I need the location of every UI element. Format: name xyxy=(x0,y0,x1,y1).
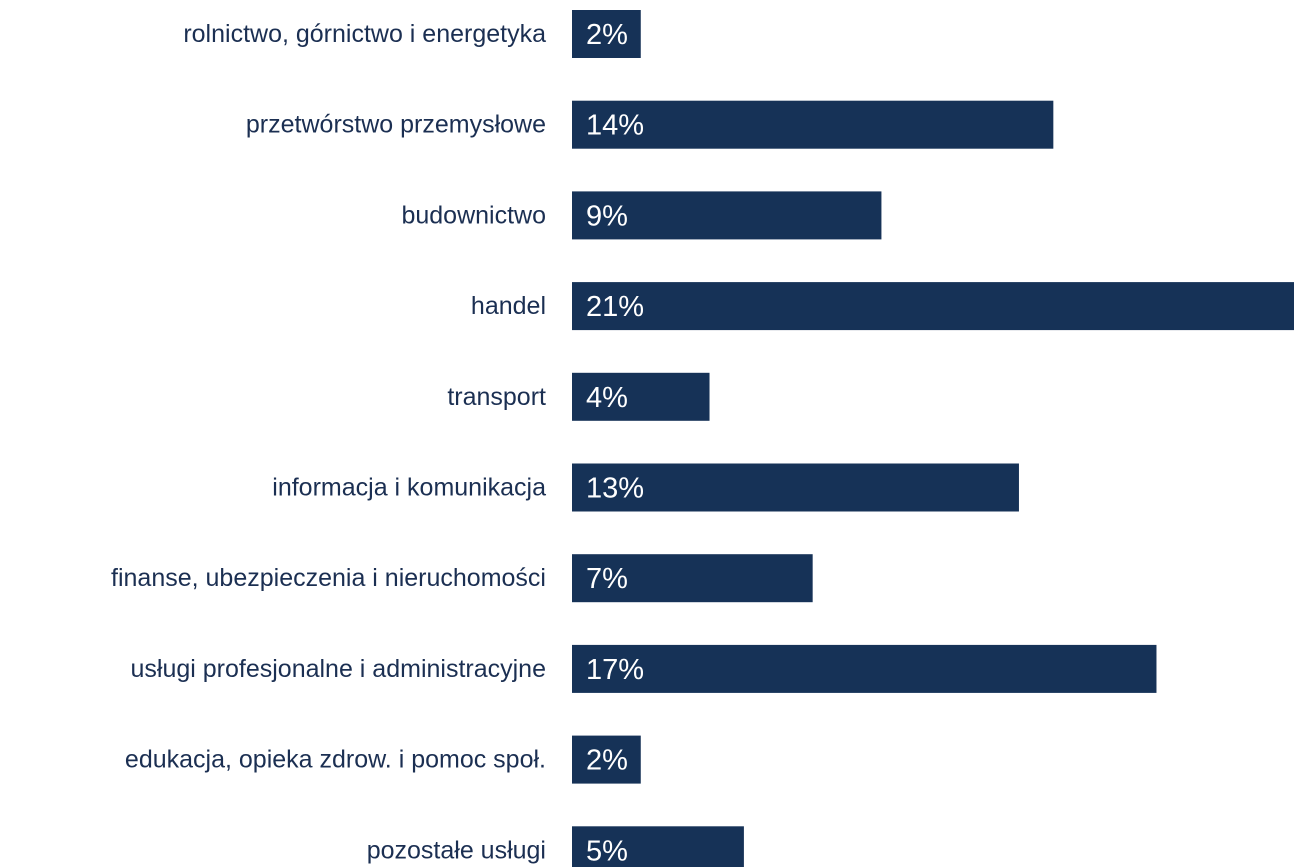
bar xyxy=(572,100,1054,149)
category-label: rolnictwo, górnictwo i energetyka xyxy=(183,20,546,48)
bar xyxy=(572,372,710,421)
category-label: usługi profesjonalne i administracyjne xyxy=(130,655,546,683)
value-label: 17% xyxy=(586,654,644,686)
value-label: 9% xyxy=(586,200,628,232)
category-label: informacja i komunikacja xyxy=(272,474,546,502)
value-label: 5% xyxy=(586,835,628,867)
value-label: 7% xyxy=(586,563,628,595)
category-label: przetwórstwo przemysłowe xyxy=(246,111,546,139)
bar xyxy=(572,826,744,867)
value-label: 4% xyxy=(586,382,628,414)
bar xyxy=(572,191,882,240)
category-label: finanse, ubezpieczenia i nieruchomości xyxy=(111,564,546,592)
bar xyxy=(572,735,641,784)
value-label: 2% xyxy=(586,745,628,777)
value-label: 13% xyxy=(586,473,644,505)
category-label: pozostałe usługi xyxy=(367,836,546,864)
bar xyxy=(572,10,641,58)
bar xyxy=(572,554,813,603)
category-label: edukacja, opieka zdrow. i pomoc społ. xyxy=(125,746,546,774)
category-label: budownictwo xyxy=(401,201,546,229)
bar xyxy=(572,463,1019,512)
value-label: 2% xyxy=(586,19,628,51)
bar xyxy=(572,644,1157,693)
bar xyxy=(572,282,1294,331)
value-label: 14% xyxy=(586,110,644,142)
category-label: handel xyxy=(471,292,546,320)
category-label: transport xyxy=(447,383,546,411)
value-label: 21% xyxy=(586,291,644,323)
